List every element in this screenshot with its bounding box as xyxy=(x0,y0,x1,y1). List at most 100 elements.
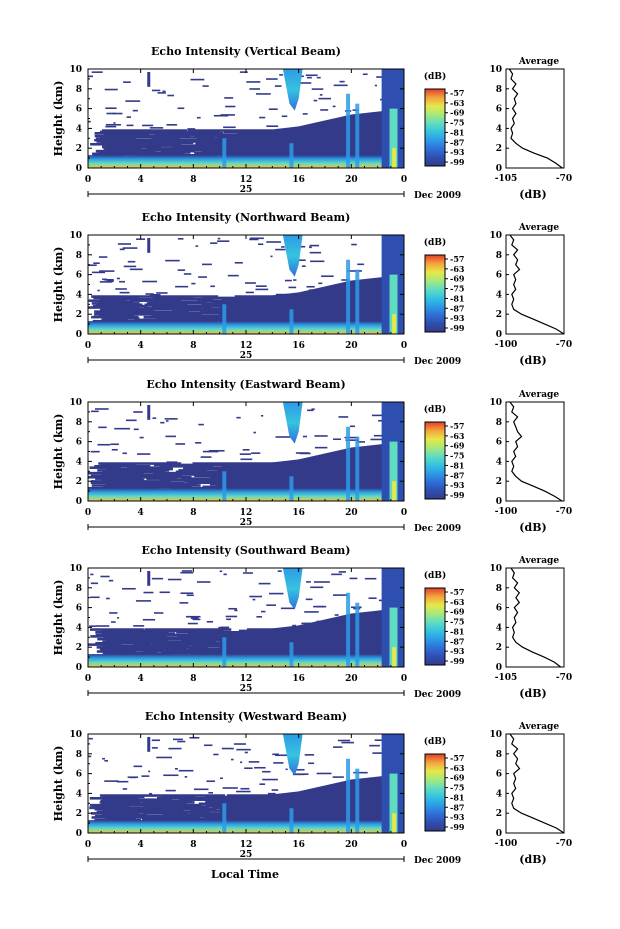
echo-speckle xyxy=(270,255,273,258)
echo-streak xyxy=(346,259,351,334)
echo-speckle xyxy=(373,434,388,437)
echo-speckle xyxy=(99,281,113,283)
echo-speckle xyxy=(332,594,348,596)
x-tick-label: 0 xyxy=(85,175,91,185)
echo-streak xyxy=(289,476,294,501)
echo-band xyxy=(130,311,261,315)
echo-band xyxy=(102,798,172,801)
echo-speckle xyxy=(266,125,279,127)
echo-speckle xyxy=(142,618,156,621)
echo-speckle xyxy=(249,88,260,90)
echo-speckle xyxy=(99,270,115,272)
echo-speckle xyxy=(351,243,357,246)
echo-band xyxy=(162,813,247,817)
echo-band xyxy=(160,795,196,799)
y-tick-label: 4 xyxy=(76,124,82,134)
echo-speckle xyxy=(240,458,253,461)
echo-speckle xyxy=(177,238,184,240)
x-tick-label: 20 xyxy=(345,508,358,518)
echo-speckle xyxy=(133,625,145,627)
echo-band xyxy=(90,481,185,485)
echo-speckle xyxy=(353,771,368,774)
echo-band xyxy=(175,470,246,474)
x-tick-label: 20 xyxy=(345,674,358,684)
echo-speckle xyxy=(125,419,137,422)
echo-speckle xyxy=(88,755,92,758)
echo-speckle xyxy=(306,581,311,583)
y-tick-label: 2 xyxy=(76,477,82,487)
echo-band xyxy=(101,318,128,322)
echo-speckle xyxy=(198,276,208,278)
echo-band xyxy=(151,137,180,141)
echo-speckle xyxy=(105,125,117,128)
average-y-tick-label: 8 xyxy=(496,251,502,261)
echo-speckle xyxy=(236,416,241,419)
echo-speckle xyxy=(296,82,312,84)
colorbar-tick-label: -87 xyxy=(450,470,464,480)
echo-band xyxy=(101,473,162,476)
echo-speckle xyxy=(98,426,107,429)
y-tick-label: 6 xyxy=(76,438,82,448)
echo-speckle xyxy=(184,776,188,778)
echo-speckle xyxy=(149,127,164,129)
echo-speckle xyxy=(221,747,234,750)
echo-band xyxy=(95,149,156,153)
echo-speckle xyxy=(318,97,332,100)
echo-speckle xyxy=(174,768,178,770)
echo-speckle xyxy=(266,604,276,606)
echo-speckle xyxy=(130,776,136,779)
echo-band xyxy=(101,795,145,799)
x-tick-label: 0 xyxy=(401,175,407,185)
echo-band xyxy=(151,641,265,645)
echo-speckle xyxy=(139,436,144,439)
echo-speckle xyxy=(225,615,238,618)
echo-band xyxy=(104,817,137,821)
surface-echo xyxy=(88,820,404,833)
echo-band xyxy=(88,643,122,646)
echo-speckle xyxy=(255,285,267,287)
colorbar-tick-label: -57 xyxy=(450,88,464,98)
echo-band xyxy=(192,462,279,465)
average-x-label: (dB) xyxy=(519,521,546,534)
echo-speckle xyxy=(147,71,151,87)
echo-speckle xyxy=(159,591,170,594)
echo-speckle xyxy=(186,594,194,597)
average-x-tick-label: -100 xyxy=(495,507,518,517)
echo-band xyxy=(94,814,224,818)
echo-speckle xyxy=(97,289,100,292)
echo-speckle xyxy=(217,237,221,240)
colorbar xyxy=(424,88,446,167)
surface-echo xyxy=(88,654,404,667)
average-profile-line xyxy=(508,68,563,169)
echo-speckle xyxy=(119,280,126,283)
echo-speckle xyxy=(108,579,114,582)
y-tick-label: 6 xyxy=(76,105,82,115)
echo-band xyxy=(148,300,207,304)
echo-band xyxy=(100,629,224,633)
echo-band xyxy=(146,302,261,305)
echo-speckle xyxy=(334,614,339,616)
echo-band xyxy=(105,639,169,642)
echo-speckle xyxy=(244,767,253,770)
echo-speckle xyxy=(310,586,324,589)
echo-speckle xyxy=(333,746,343,748)
echo-speckle xyxy=(185,615,201,618)
y-tick-label: 4 xyxy=(76,623,82,633)
echo-speckle xyxy=(91,271,106,274)
echo-speckle xyxy=(309,246,312,249)
echo-band xyxy=(90,142,182,146)
echo-streak xyxy=(289,642,294,667)
average-y-tick-label: 8 xyxy=(496,85,502,95)
echo-speckle xyxy=(136,238,146,240)
echo-speckle xyxy=(168,747,182,750)
echo-speckle xyxy=(292,773,305,776)
average-profile-line xyxy=(509,401,563,502)
echo-speckle xyxy=(240,761,243,764)
echo-band xyxy=(103,317,140,320)
surface-echo xyxy=(88,155,404,168)
y-tick-label: 8 xyxy=(76,251,82,261)
average-y-tick-label: 10 xyxy=(489,398,502,408)
colorbar-tick-label: -69 xyxy=(450,108,465,118)
echo-streak xyxy=(355,103,360,168)
echo-band xyxy=(94,310,189,313)
